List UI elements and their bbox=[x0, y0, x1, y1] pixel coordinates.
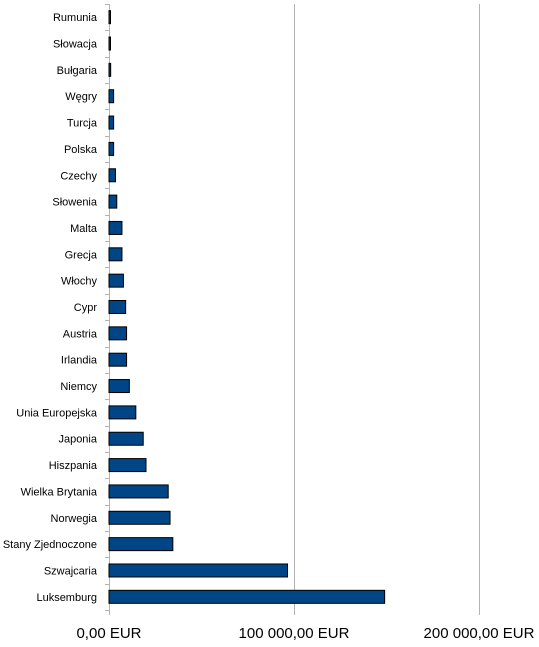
x-tick-label: 100 000,00 EUR bbox=[239, 625, 350, 642]
category-label: Grecja bbox=[65, 249, 98, 261]
category-label: Rumunia bbox=[53, 12, 98, 24]
bar-7 bbox=[108, 194, 118, 209]
category-label: Węgry bbox=[65, 91, 97, 103]
category-label: Słowacja bbox=[53, 39, 98, 51]
x-tick-label: 0,00 EUR bbox=[76, 625, 141, 642]
bar-15 bbox=[108, 405, 137, 420]
category-label: Słowenia bbox=[52, 197, 98, 209]
bar-19 bbox=[108, 510, 171, 525]
bar-14 bbox=[108, 379, 130, 394]
bar-12 bbox=[108, 326, 128, 341]
bar-9 bbox=[108, 247, 123, 262]
bar-4 bbox=[108, 115, 115, 130]
category-label: Czechy bbox=[60, 170, 97, 182]
x-tick-label: 200 000,00 EUR bbox=[424, 625, 535, 642]
bar-13 bbox=[108, 352, 128, 367]
category-label: Niemcy bbox=[60, 381, 97, 393]
category-label: Norwegia bbox=[51, 513, 98, 525]
bars bbox=[108, 10, 386, 604]
category-label: Polska bbox=[64, 144, 98, 156]
bar-18 bbox=[108, 484, 169, 499]
bar-3 bbox=[108, 89, 115, 104]
bar-17 bbox=[108, 458, 147, 473]
category-label: Unia Europejska bbox=[16, 407, 98, 419]
bar-1 bbox=[108, 36, 111, 51]
bar-2 bbox=[108, 62, 112, 77]
category-label: Cypr bbox=[74, 302, 98, 314]
category-label: Irlandia bbox=[61, 355, 98, 367]
category-label: Japonia bbox=[58, 434, 97, 446]
bar-5 bbox=[108, 141, 115, 156]
category-label: Bułgaria bbox=[57, 65, 98, 77]
category-label: Turcja bbox=[67, 118, 98, 130]
category-label: Wielka Brytania bbox=[21, 486, 98, 498]
bar-20 bbox=[108, 537, 174, 552]
bar-0 bbox=[108, 10, 111, 25]
category-label: Austria bbox=[63, 328, 98, 340]
bar-8 bbox=[108, 220, 123, 235]
category-label: Luksemburg bbox=[36, 592, 97, 604]
category-label: Stany Zjednoczone bbox=[3, 539, 97, 551]
bar-21 bbox=[108, 563, 289, 578]
bar-22 bbox=[108, 589, 386, 604]
category-label: Szwajcaria bbox=[44, 565, 98, 577]
bar-11 bbox=[108, 300, 127, 314]
bar-10 bbox=[108, 273, 124, 288]
category-labels: Rumunia Słowacja Bułgaria Węgry Turcja Polska… bbox=[3, 12, 98, 604]
category-label: Hiszpania bbox=[49, 460, 98, 472]
x-tick-labels: 0,00 EUR 100 000,00 EUR 200 000,00 EUR bbox=[76, 625, 534, 642]
bar-6 bbox=[108, 168, 116, 183]
category-label: Malta bbox=[70, 223, 98, 235]
category-label: Włochy bbox=[61, 276, 98, 288]
bar-16 bbox=[108, 431, 144, 446]
